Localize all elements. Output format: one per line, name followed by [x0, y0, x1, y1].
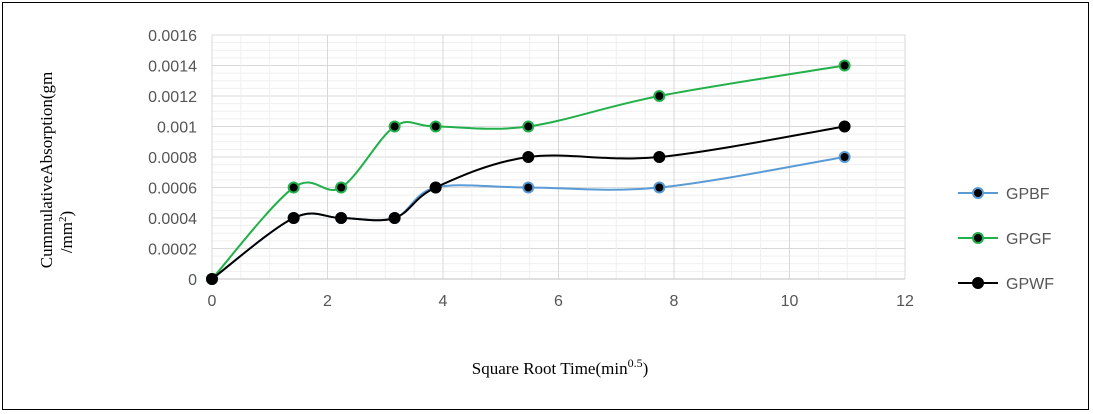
data-point-gpbf — [653, 181, 666, 194]
y-tick-label: 0.0008 — [148, 150, 197, 167]
legend: GPBF GPGF GPWF — [958, 186, 1054, 293]
legend-label-gpgf: GPGF — [1006, 231, 1052, 248]
x-tick-label: 6 — [554, 293, 563, 310]
data-point-gpwf — [287, 212, 300, 224]
grid-lines — [211, 34, 906, 280]
data-point-gpwf — [429, 181, 442, 194]
x-tick-label: 8 — [670, 293, 679, 310]
data-point-gpgf — [388, 120, 401, 133]
x-tick-label: 10 — [781, 293, 799, 310]
data-point-gpwf — [206, 273, 218, 285]
y-tick-label: 0.0006 — [148, 181, 197, 198]
data-point-gpgf — [287, 181, 300, 194]
y-tick-label: 0 — [188, 272, 197, 289]
data-point-gpgf — [335, 181, 348, 194]
series-group — [206, 59, 851, 285]
x-tick-label: 12 — [896, 293, 914, 310]
y-axis-title-line1: CummulativeAbsorption(gm — [37, 72, 56, 268]
y-tick-label: 0.001 — [157, 120, 197, 137]
y-tick-label: 0.0002 — [148, 242, 197, 259]
x-tick-label: 4 — [439, 293, 448, 310]
data-point-gpgf — [522, 120, 535, 133]
y-axis-title-line2: /mm2) — [57, 211, 76, 253]
data-point-gpwf — [522, 151, 535, 163]
x-axis-title: Square Root Time(min0.5) — [472, 356, 649, 378]
y-axis-ticks: 0 0.0002 0.0004 0.0006 0.0008 0.001 0.0012 0.00… — [148, 28, 197, 289]
legend-label-gpwf: GPWF — [1006, 276, 1054, 293]
data-point-gpbf — [838, 151, 851, 163]
y-tick-label: 0.0012 — [148, 89, 197, 106]
data-point-gpwf — [838, 120, 851, 133]
data-point-gpbf — [522, 181, 535, 194]
x-tick-label: 0 — [208, 293, 217, 310]
data-point-gpgf — [653, 90, 666, 102]
x-axis-ticks: 0 2 4 6 8 10 12 — [208, 293, 914, 310]
data-point-gpgf — [429, 120, 442, 133]
legend-marker-gpbf — [972, 187, 984, 199]
data-point-gpgf — [838, 59, 851, 72]
data-point-gpwf — [388, 212, 401, 224]
y-tick-label: 0.0014 — [148, 59, 197, 76]
legend-marker-gpwf — [972, 277, 984, 289]
legend-label-gpbf: GPBF — [1006, 186, 1050, 203]
data-point-gpwf — [653, 151, 666, 163]
y-tick-label: 0.0016 — [148, 28, 197, 45]
data-point-gpwf — [335, 212, 348, 224]
legend-marker-gpgf — [972, 232, 984, 244]
x-tick-label: 2 — [323, 293, 332, 310]
y-tick-label: 0.0004 — [148, 211, 197, 228]
